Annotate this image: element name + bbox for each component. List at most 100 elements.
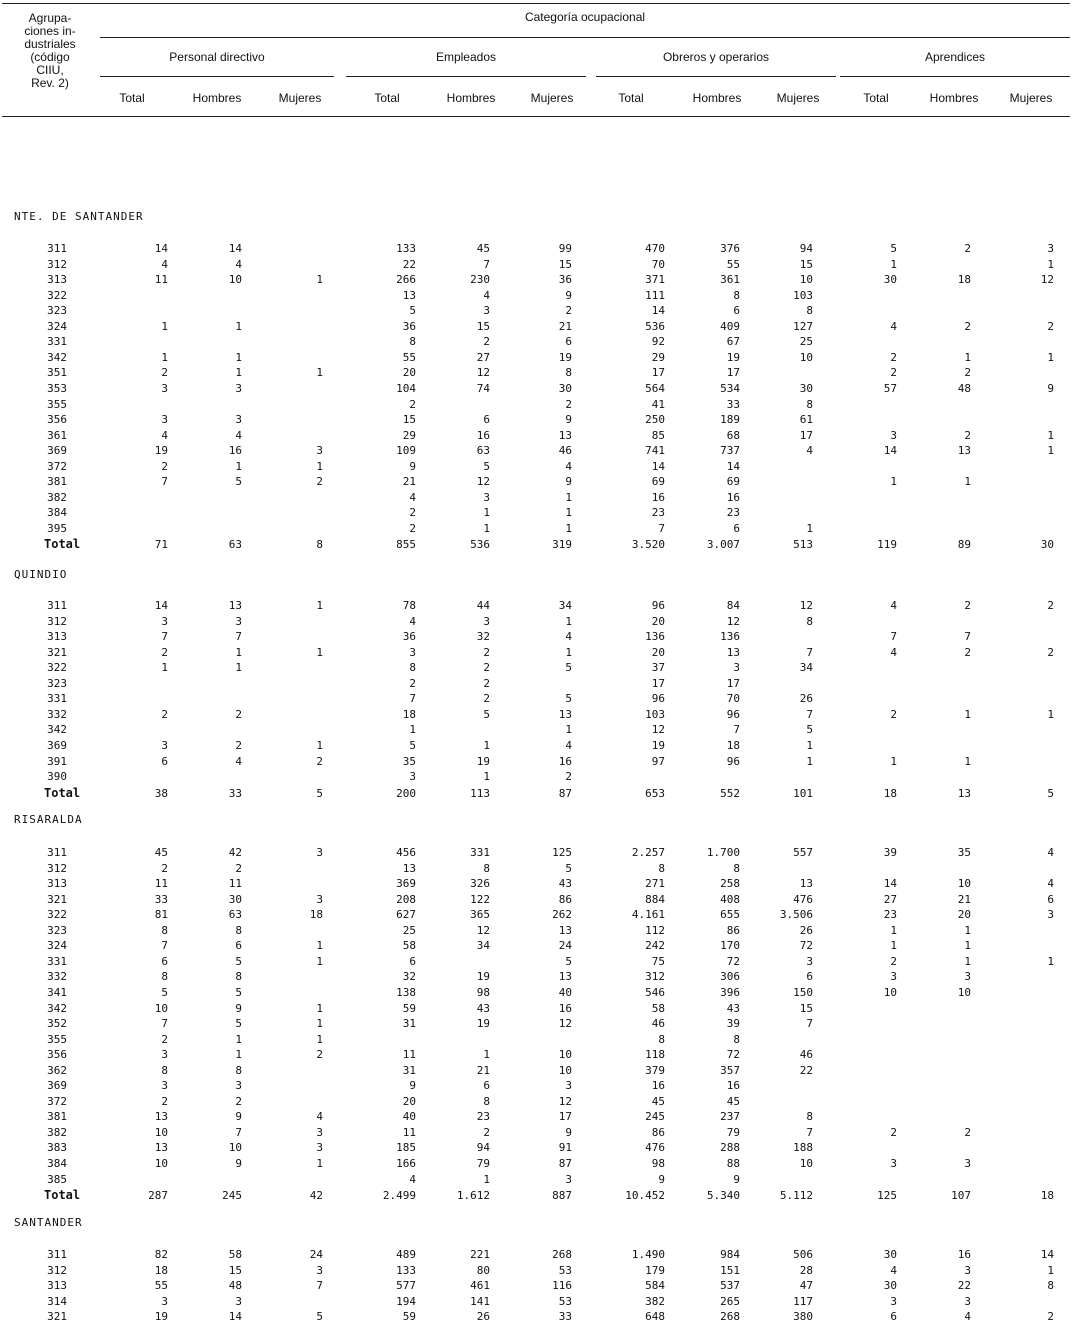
table-cell: 4 [409, 490, 416, 504]
table-cell: 92 [651, 335, 665, 349]
table-cell: 1 [565, 490, 572, 504]
table-cell: 1 [1047, 1263, 1054, 1277]
table-cell: 1 [1047, 350, 1054, 364]
table-cell: 5 [235, 985, 242, 999]
table-cell: 79 [726, 1125, 740, 1139]
table-cell: 8 [806, 397, 813, 411]
table-cell: 57 [883, 381, 897, 395]
table-cell: 16 [957, 1248, 971, 1261]
table-cell: 1 [483, 506, 490, 520]
table-cell: 43 [476, 1001, 490, 1015]
table-cell: 10 [957, 877, 971, 891]
table-cell: 1 [161, 319, 168, 333]
table-cell: 45 [154, 846, 168, 859]
table-cell: 12 [799, 599, 813, 612]
ciiu-code: 361 [47, 428, 67, 442]
table-cell: 3 [409, 645, 416, 659]
table-cell: 1 [316, 459, 323, 473]
table-cell: 150 [793, 985, 813, 999]
table-cell: 58 [228, 1248, 242, 1261]
table-cell: 3 [316, 1263, 323, 1277]
table-cell: 8 [658, 1032, 665, 1046]
section-title: NTE. DE SANTANDER [14, 210, 144, 223]
table-cell: 1 [1047, 707, 1054, 721]
table-cell: 30 [799, 381, 813, 395]
table-cell: 2.257 [631, 846, 665, 859]
table-cell: 29 [402, 428, 416, 442]
ciiu-code: 312 [47, 257, 67, 271]
table-cell: 7 [161, 630, 168, 644]
table-cell: 8 [161, 970, 168, 984]
table-cell: 6 [1047, 892, 1054, 906]
ciiu-code: 355 [47, 397, 67, 411]
table-cell: 17 [651, 676, 665, 690]
table-cell: 46 [799, 1048, 813, 1062]
table-cell: 11 [154, 273, 168, 287]
section-title: RISARALDA [14, 813, 83, 826]
table-cell: 7 [316, 1279, 323, 1293]
table-cell: 3 [235, 413, 242, 427]
table-cell: 6 [565, 335, 572, 349]
table-cell: 63 [228, 908, 242, 922]
table-cell: 8 [733, 288, 740, 302]
table-cell: 16 [558, 754, 572, 768]
table-cell: 3 [483, 614, 490, 628]
table-cell: 48 [228, 1279, 242, 1293]
table-cell: 26 [799, 692, 813, 706]
table-cell: 20 [651, 645, 665, 659]
table-cell: 22 [402, 257, 416, 271]
ciiu-code: 341 [47, 985, 67, 999]
table-cell: 8 [409, 661, 416, 675]
table-cell: 18 [154, 1263, 168, 1277]
table-cell: 6 [806, 970, 813, 984]
table-cell: 85 [651, 428, 665, 442]
ciiu-code: 322 [47, 288, 67, 302]
table-cell: 3 [235, 381, 242, 395]
ciiu-code: 331 [47, 692, 67, 706]
table-cell: 21 [957, 892, 971, 906]
table-cell: 288 [720, 1141, 740, 1155]
subheader-total: Total [374, 91, 400, 105]
table-cell: 12 [476, 475, 490, 489]
table-cell: 9 [565, 288, 572, 302]
table-cell: 1 [235, 366, 242, 380]
table-cell: 262 [552, 908, 572, 922]
table-cell: 1 [964, 475, 971, 489]
table-cell: 1 [806, 738, 813, 752]
table-cell: 2 [161, 1032, 168, 1046]
table-cell: 1 [565, 506, 572, 520]
table-cell: 9 [235, 1157, 242, 1170]
table-cell: 1 [565, 614, 572, 628]
table-cell: 1 [964, 754, 971, 768]
table-cell: 13 [402, 288, 416, 302]
table-cell: 1 [964, 350, 971, 364]
table-cell: 25 [402, 923, 416, 937]
table-cell: 3 [1047, 242, 1054, 255]
table-cell: 8 [733, 1032, 740, 1046]
table-cell: 245 [222, 1189, 242, 1203]
table-cell: 30 [558, 381, 572, 395]
table-cell: 8 [235, 1063, 242, 1077]
table-cell: 513 [793, 538, 813, 552]
table-cell: 1 [483, 521, 490, 535]
table-cell: 9 [565, 475, 572, 489]
table-cell: 887 [552, 1189, 572, 1203]
table-cell: 369 [396, 877, 416, 891]
table-cell: 546 [645, 985, 665, 999]
table-cell: 18 [402, 707, 416, 721]
table-cell: 268 [720, 1310, 740, 1324]
table-cell: 1 [316, 1017, 323, 1031]
table-cell: 4 [409, 1172, 416, 1186]
table-cell: 117 [793, 1294, 813, 1308]
table-cell: 4 [316, 1110, 323, 1124]
ciiu-code: 322 [47, 908, 67, 922]
table-cell: 3 [235, 1079, 242, 1093]
table-cell: 18 [309, 908, 323, 922]
table-cell: 86 [651, 1125, 665, 1139]
table-cell: 39 [883, 846, 897, 859]
table-cell: 7 [806, 645, 813, 659]
table-cell: 3 [161, 1294, 168, 1308]
table-cell: 1 [316, 954, 323, 968]
ciiu-code: 322 [47, 661, 67, 675]
ciiu-code: 313 [47, 877, 67, 891]
